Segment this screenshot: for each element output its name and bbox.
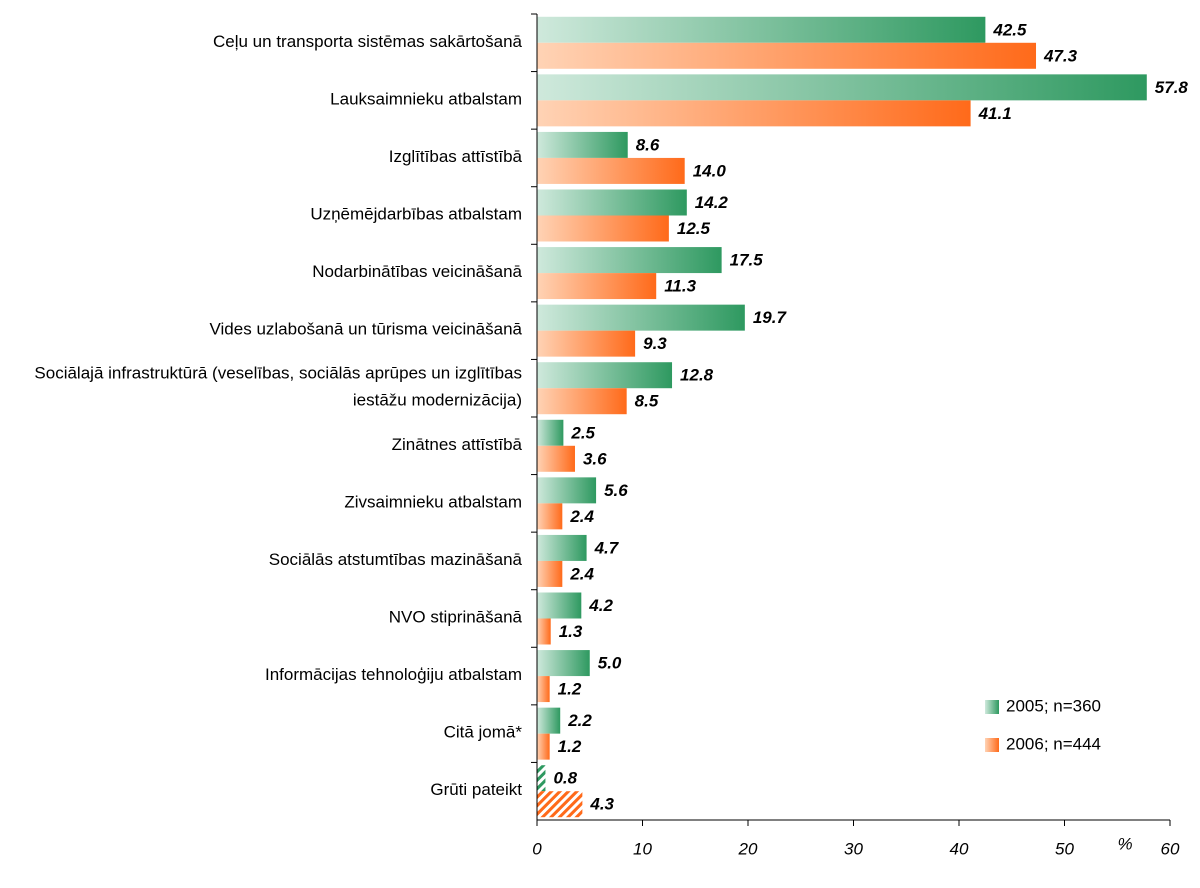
bar: [537, 16, 986, 43]
value-label: 8.5: [635, 392, 659, 411]
legend-swatch: [985, 738, 999, 752]
bar: [537, 765, 546, 792]
bar: [537, 215, 669, 242]
y-tick-label: Informācijas tehnoloģiju atbalstam: [265, 666, 522, 685]
value-label: 42.5: [992, 20, 1027, 39]
value-label: 1.2: [558, 680, 582, 699]
bar: [537, 618, 551, 645]
bar: [537, 592, 582, 619]
y-tick-label: Izglītības attīstībā: [389, 147, 523, 166]
y-tick-label: Sociālajā infrastruktūrā (veselības, soc…: [34, 364, 522, 410]
value-label: 3.6: [583, 449, 607, 468]
value-label: 4.3: [589, 795, 614, 814]
value-label: 4.2: [588, 596, 613, 615]
bar: [537, 189, 687, 216]
y-tick-label: NVO stiprināšanā: [389, 608, 523, 627]
bar: [537, 131, 628, 158]
value-label: 1.2: [558, 737, 582, 756]
value-label: 14.0: [693, 161, 727, 180]
value-label: 5.6: [604, 481, 628, 500]
bar: [537, 388, 627, 415]
bar: [537, 676, 550, 703]
x-tick-label: 40: [950, 839, 969, 858]
value-label: 12.8: [680, 366, 714, 385]
bar: [537, 419, 564, 446]
y-tick-label: Ceļu un transporta sistēmas sakārtošanā: [213, 32, 523, 51]
y-tick-label: Zivsaimnieku atbalstam: [344, 493, 522, 512]
value-label: 0.8: [553, 769, 577, 788]
value-label: 5.0: [598, 654, 622, 673]
bar: [537, 707, 561, 734]
bar: [537, 445, 575, 472]
value-label: 9.3: [643, 334, 667, 353]
x-tick-label: 60: [1161, 839, 1180, 858]
x-tick-label: 20: [738, 839, 758, 858]
value-label: 2.5: [570, 423, 595, 442]
y-tick-label: Zinātnes attīstībā: [392, 435, 523, 454]
value-label: 47.3: [1043, 46, 1078, 65]
y-tick-label: Nodarbinātības veicināšanā: [312, 263, 522, 282]
y-tick-label: Vides uzlabošanā un tūrisma veicināšanā: [210, 320, 523, 339]
legend-label: 2005; n=360: [1006, 696, 1101, 715]
y-tick-label: Citā jomā*: [444, 723, 523, 742]
value-label: 2.4: [569, 564, 594, 583]
value-label: 11.3: [664, 277, 696, 296]
y-tick-label: Lauksaimnieku atbalstam: [330, 90, 522, 109]
bar: [537, 650, 590, 677]
bar: [537, 100, 971, 127]
bar: [537, 330, 636, 357]
value-label: 12.5: [677, 219, 711, 238]
bar: [537, 503, 563, 530]
x-tick-label: 0: [532, 839, 542, 858]
bar: [537, 42, 1037, 69]
bar: [537, 273, 657, 300]
value-label: 14.2: [695, 193, 729, 212]
bar: [537, 560, 563, 587]
x-tick-label: 30: [844, 839, 863, 858]
bar: [537, 157, 685, 184]
legend-label: 2006; n=444: [1006, 734, 1101, 753]
value-label: 8.6: [636, 135, 660, 154]
value-label: 2.4: [569, 507, 594, 526]
bar: [537, 534, 587, 561]
value-label: 2.2: [567, 711, 592, 730]
legend-swatch: [985, 700, 999, 714]
value-label: 17.5: [730, 251, 764, 270]
bar: [537, 477, 597, 504]
bar: [537, 247, 722, 274]
bar: [537, 74, 1147, 101]
bar: [537, 733, 550, 760]
x-axis-label: %: [1117, 834, 1132, 853]
bar: [537, 791, 583, 818]
value-label: 57.8: [1155, 78, 1189, 97]
y-tick-label: Uzņēmējdarbības atbalstam: [310, 205, 522, 224]
y-tick-label: Sociālās atstumtības mazināšanā: [269, 550, 523, 569]
bar: [537, 362, 673, 389]
x-tick-label: 50: [1055, 839, 1074, 858]
value-label: 1.3: [559, 622, 583, 641]
value-label: 4.7: [594, 538, 620, 557]
value-label: 41.1: [978, 104, 1012, 123]
x-tick-label: 10: [633, 839, 652, 858]
value-label: 19.7: [753, 308, 788, 327]
y-tick-label: Grūti pateikt: [430, 781, 522, 800]
bar: [537, 304, 745, 331]
